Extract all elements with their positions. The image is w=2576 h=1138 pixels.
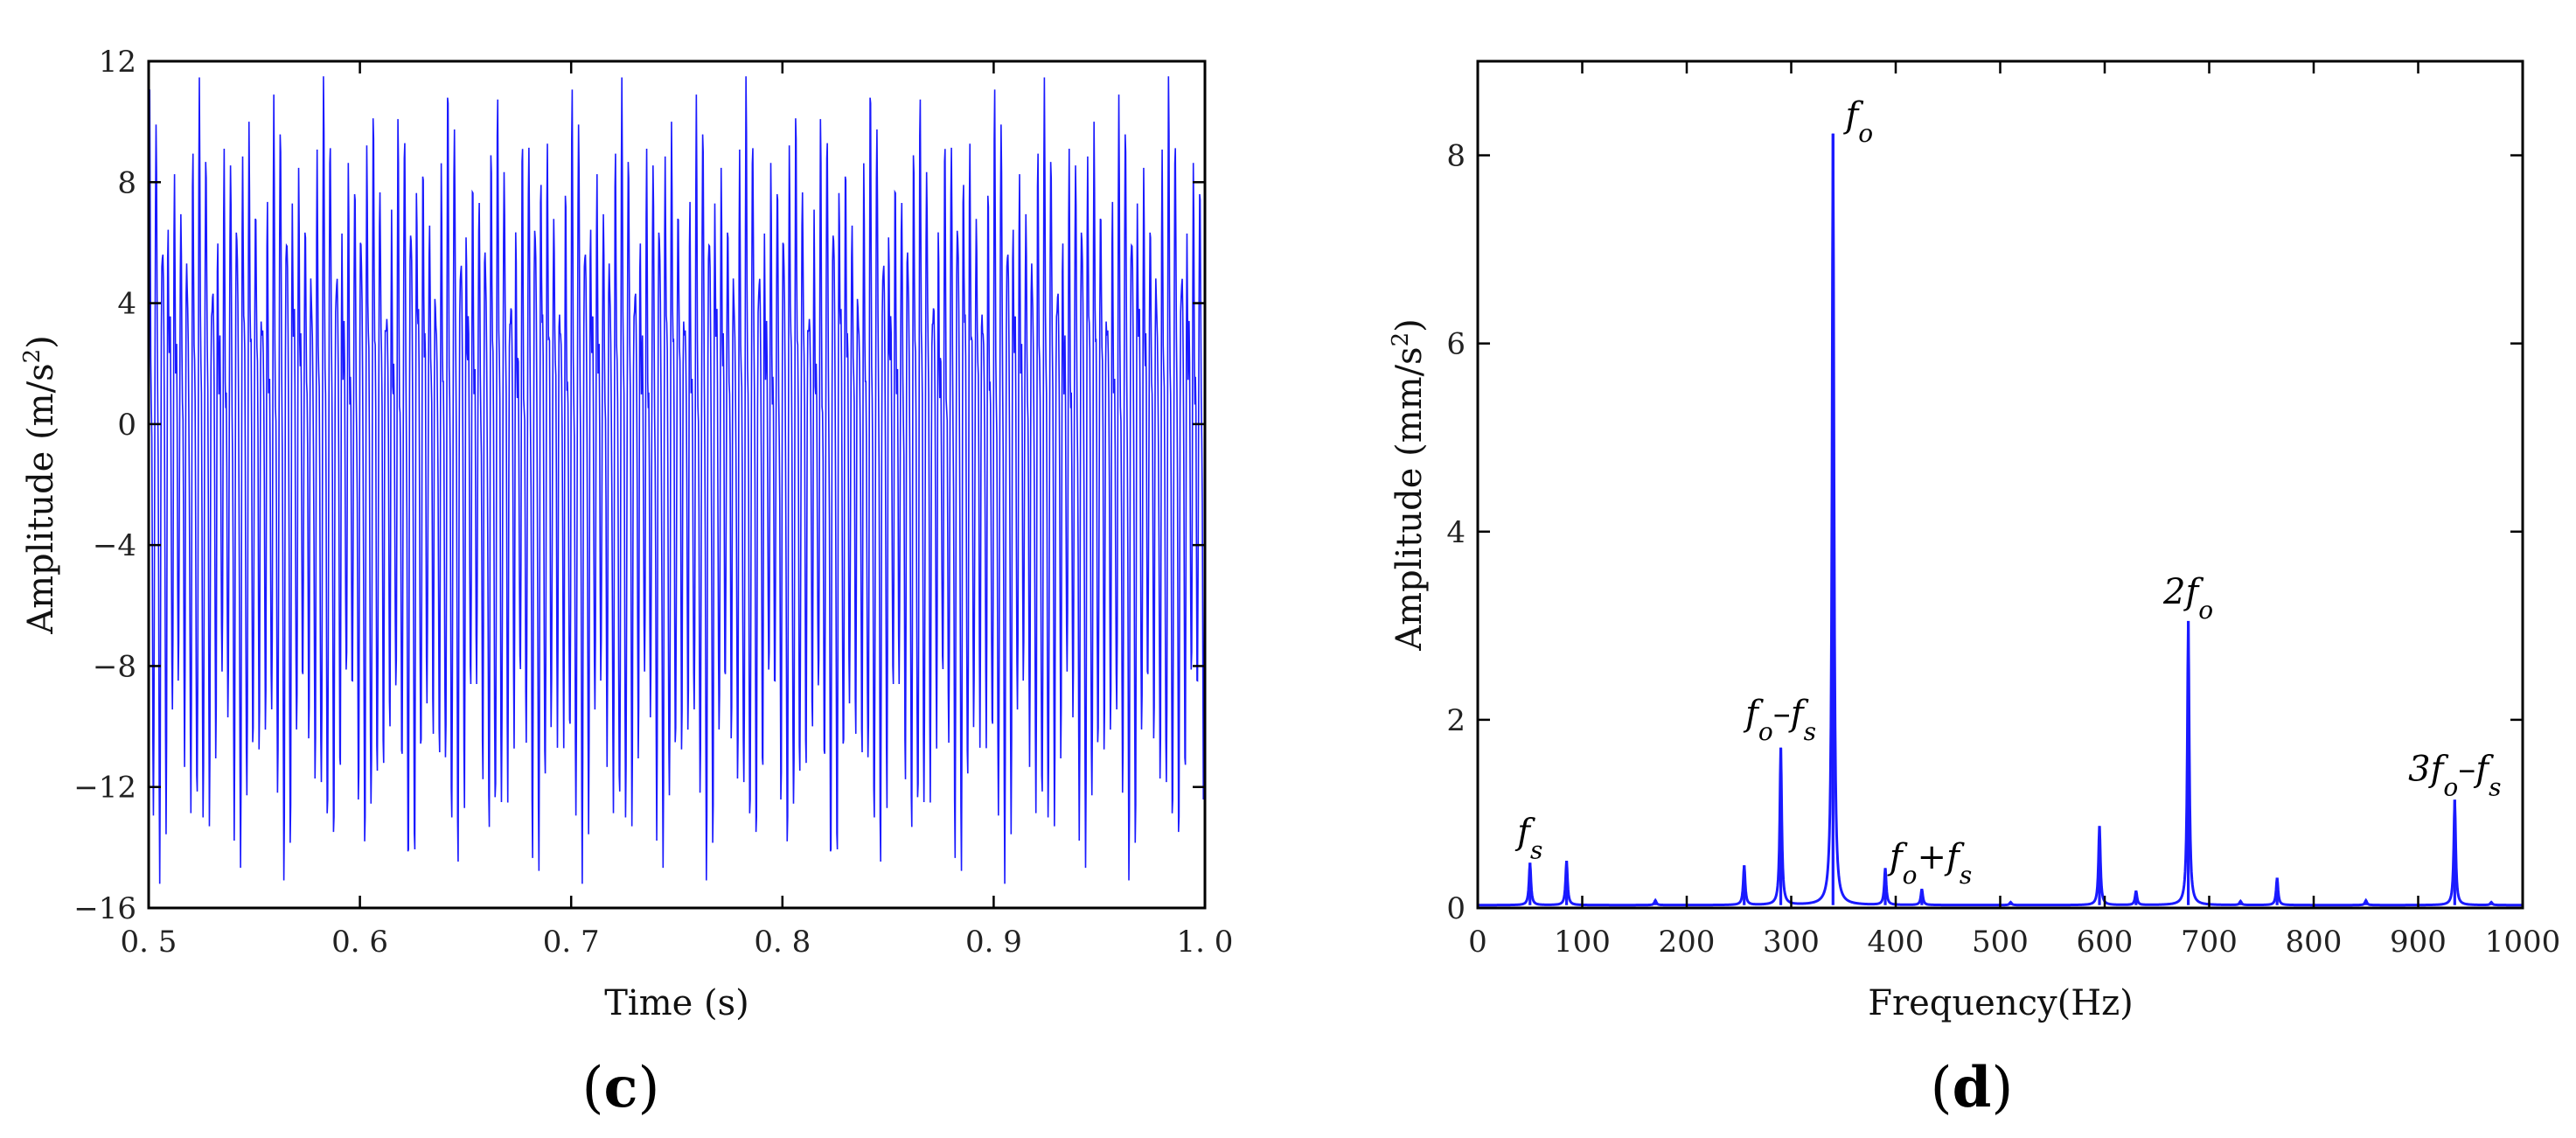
- d-xtick-label: 100: [1554, 925, 1611, 960]
- c-ytick-label: −8: [93, 649, 136, 684]
- c-y-axis-title: Amplitude (m/s2): [19, 335, 61, 635]
- c-x-axis: 0. 5 0. 6 0. 7 0. 8 0. 9 1. 0: [121, 61, 1234, 960]
- d-xtick-label: 0: [1468, 925, 1487, 960]
- c-y-axis: −16 −12 −8 −4 0 4 8 12: [73, 45, 1205, 926]
- d-peak-annotations: fs fo–fs fo fo+fs 2fo 3fo–fs: [1514, 95, 2501, 890]
- c-x-axis-title: Time (s): [604, 983, 749, 1023]
- d-annotation-2fo: 2fo: [2162, 572, 2213, 625]
- c-xtick-label: 0. 9: [965, 925, 1022, 960]
- d-xtick-label: 600: [2077, 925, 2134, 960]
- panel-label-c: (c): [582, 1055, 660, 1121]
- d-ytick-label: 6: [1446, 327, 1466, 362]
- d-spectrum-line: [1478, 133, 2524, 907]
- d-xtick-label: 700: [2181, 925, 2238, 960]
- d-xtick-label: 300: [1763, 925, 1820, 960]
- c-ytick-label: −4: [93, 528, 136, 563]
- d-annotation-fo-minus-fs: fo–fs: [1743, 694, 1816, 746]
- d-plot-frame: [1476, 59, 2524, 910]
- c-signal-line: [148, 76, 1206, 884]
- d-xtick-label: 400: [1868, 925, 1925, 960]
- d-annotation-fo: fo: [1842, 95, 1873, 148]
- d-x-axis-title: Frequency(Hz): [1868, 983, 2134, 1023]
- d-annotation-fs: fs: [1514, 812, 1542, 864]
- d-ytick-label: 0: [1446, 891, 1466, 926]
- c-ytick-label: 8: [117, 165, 136, 200]
- d-xtick-label: 200: [1659, 925, 1716, 960]
- c-xtick-label: 0. 6: [331, 925, 388, 960]
- c-signal-group: [148, 76, 1206, 884]
- d-y-axis: 0 2 4 6 8: [1446, 139, 2523, 926]
- c-plot-frame: [147, 59, 1207, 910]
- d-ytick-label: 4: [1446, 515, 1466, 550]
- d-annotation-3fo-minus-fs: 3fo–fs: [2408, 749, 2501, 801]
- d-spectrum-group: [1478, 133, 2524, 907]
- c-ytick-label: 4: [117, 287, 136, 322]
- d-xtick-label: 500: [1972, 925, 2029, 960]
- panel-c-time-signal: 0. 5 0. 6 0. 7 0. 8 0. 9 1. 0 −16 −12 −8 −4 0 4 8 12…: [19, 45, 1233, 1121]
- c-ytick-label: 12: [99, 45, 136, 80]
- c-ytick-label: −12: [73, 771, 136, 806]
- d-ytick-label: 8: [1446, 139, 1466, 174]
- c-ytick-label: −16: [73, 891, 136, 926]
- d-x-axis: 0 100 200 300 400 500 600 700 800 900 1000: [1468, 61, 2560, 960]
- c-xtick-label: 0. 5: [121, 925, 178, 960]
- d-ytick-label: 2: [1446, 703, 1466, 738]
- c-xtick-label: 0. 7: [543, 925, 600, 960]
- d-xtick-label: 1000: [2485, 925, 2561, 960]
- c-xtick-label: 0. 8: [754, 925, 811, 960]
- panel-d-spectrum: 0 100 200 300 400 500 600 700 800 900 1000 0 2 4 6 8 f…: [1388, 59, 2560, 1121]
- c-ytick-label: 0: [117, 408, 136, 443]
- c-xtick-label: 1. 0: [1177, 925, 1234, 960]
- d-annotation-fo-plus-fs: fo+fs: [1887, 837, 1972, 890]
- d-xtick-label: 800: [2286, 925, 2343, 960]
- d-xtick-label: 900: [2390, 925, 2447, 960]
- panel-label-d: (d): [1931, 1055, 2014, 1121]
- d-y-axis-title: Amplitude (mm/s2): [1388, 318, 1430, 651]
